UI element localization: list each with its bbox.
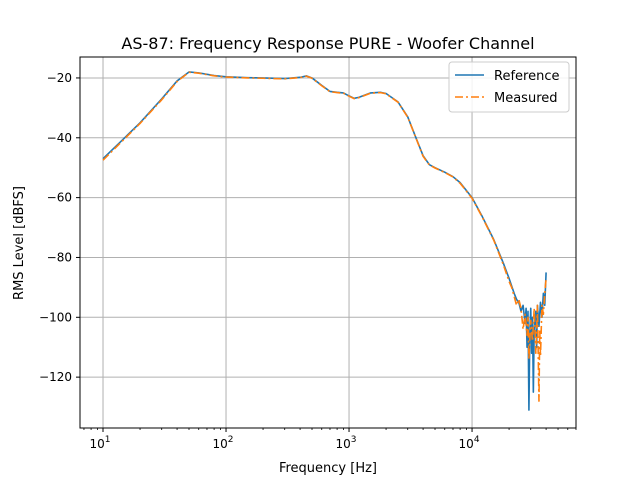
legend-label-measured: Measured bbox=[494, 91, 558, 106]
y-axis-ticks: −20 −40 −60 −80 −100 −120 bbox=[39, 71, 80, 384]
x-axis-ticks: 101 102 103 104 bbox=[83, 428, 577, 451]
y-tick-label: −20 bbox=[47, 71, 72, 85]
y-tick-label: −120 bbox=[39, 370, 72, 384]
y-tick-label: −80 bbox=[47, 250, 72, 264]
x-tick-label: 104 bbox=[459, 435, 480, 451]
grid-lines bbox=[80, 57, 576, 428]
legend: Reference Measured bbox=[448, 61, 570, 113]
x-tick-label: 103 bbox=[336, 435, 357, 451]
series-line-measured bbox=[102, 71, 547, 402]
x-axis-label: Frequency [Hz] bbox=[279, 461, 377, 476]
y-axis-label: RMS Level [dBFS] bbox=[12, 186, 27, 300]
series-layer bbox=[102, 71, 547, 411]
y-tick-label: −40 bbox=[47, 131, 72, 145]
y-tick-label: −60 bbox=[47, 191, 72, 205]
x-tick-label: 101 bbox=[90, 435, 111, 451]
x-tick-label: 102 bbox=[213, 435, 234, 451]
plot-frame bbox=[79, 56, 577, 429]
y-tick-label: −100 bbox=[39, 310, 72, 324]
legend-label-reference: Reference bbox=[494, 69, 559, 84]
chart-title: AS-87: Frequency Response PURE - Woofer … bbox=[121, 34, 534, 53]
